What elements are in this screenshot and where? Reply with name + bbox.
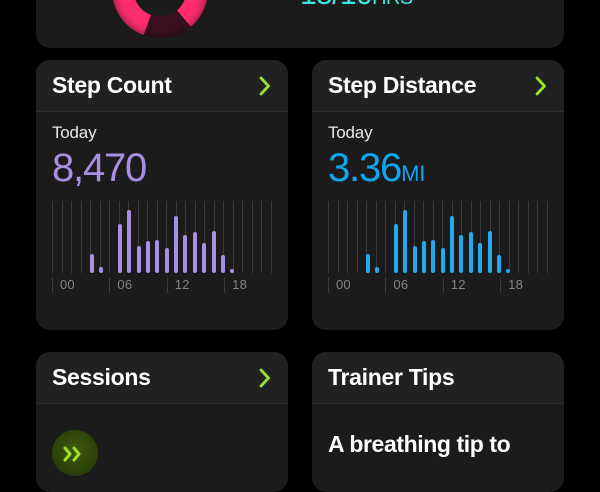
- card-step-distance-header[interactable]: Step Distance: [312, 60, 564, 112]
- axis-tick-separator: [500, 276, 502, 293]
- chart-bar: [117, 223, 122, 273]
- axis-tick-label: 12: [450, 277, 466, 293]
- axis-tick-separator: [166, 276, 168, 293]
- card-step-count-header[interactable]: Step Count: [36, 60, 288, 112]
- card-step-count-body: Today 8,470 00 06 12 18: [36, 112, 288, 295]
- card-trainer-tips[interactable]: Trainer Tips A breathing tip to: [312, 352, 564, 492]
- step-distance-bars: [328, 201, 548, 273]
- activity-readout-unit: HRS: [372, 0, 413, 9]
- step-distance-chart: [328, 200, 548, 273]
- axis-tick-separator: [385, 276, 387, 293]
- step-count-chart: [52, 200, 272, 273]
- chart-bar: [403, 210, 408, 273]
- chart-bar: [145, 241, 150, 273]
- step-distance-unit: MI: [401, 160, 426, 186]
- step-distance-period-label: Today: [328, 123, 373, 142]
- chart-bar: [136, 245, 141, 273]
- axis-tick: 18: [224, 275, 247, 295]
- axis-tick-label: 00: [60, 277, 75, 293]
- axis-tick-separator: [224, 276, 226, 293]
- chart-bar: [174, 215, 179, 273]
- chart-bar: [487, 230, 492, 273]
- axis-tick: 12: [166, 275, 190, 295]
- card-trainer-tips-header: Trainer Tips: [312, 352, 564, 404]
- step-distance-value: 3.36MI: [328, 145, 548, 191]
- activity-readout-value: 15/10: [300, 0, 373, 11]
- card-step-count-title: Step Count: [52, 72, 172, 98]
- step-distance-number: 3.36: [328, 145, 402, 190]
- axis-tick-label: 12: [174, 277, 190, 293]
- chart-bar: [211, 230, 216, 273]
- chart-bar: [230, 268, 235, 273]
- step-count-period-label: Today: [52, 123, 97, 142]
- chart-bar: [98, 267, 103, 273]
- chart-bar: [478, 242, 483, 273]
- card-step-distance-title: Step Distance: [328, 72, 477, 98]
- step-distance-axis: 00 06 12 18: [328, 275, 548, 295]
- chart-bar: [393, 223, 398, 273]
- card-activity-summary[interactable]: 15/10HRS: [36, 0, 564, 48]
- trainer-tip-text: A breathing tip to: [328, 431, 511, 457]
- axis-tick: 00: [328, 275, 351, 295]
- step-count-number: 8,470: [52, 145, 147, 190]
- axis-tick-label: 06: [117, 277, 133, 293]
- card-sessions-header[interactable]: Sessions: [36, 352, 288, 404]
- session-activity-icon: [52, 430, 98, 476]
- step-count-bars: [52, 201, 272, 273]
- chart-bar: [192, 231, 197, 273]
- activity-readout: 15/10HRS: [300, 0, 413, 12]
- chart-bar: [450, 215, 455, 273]
- axis-tick: 06: [109, 275, 132, 295]
- chart-bar: [421, 241, 426, 273]
- step-count-axis: 00 06 12 18: [52, 275, 272, 295]
- step-count-value: 8,470: [52, 145, 272, 191]
- chart-bar: [202, 242, 207, 273]
- axis-tick-label: 18: [508, 277, 524, 293]
- axis-tick-separator: [52, 276, 53, 293]
- chevron-right-icon[interactable]: [534, 75, 548, 97]
- card-step-distance-body: Today 3.36MI 00 06 12 18: [312, 112, 564, 295]
- card-step-count[interactable]: Step Count Today 8,470 00 06 12 18: [36, 60, 288, 330]
- axis-tick-separator: [442, 276, 444, 293]
- card-sessions-body: [36, 404, 288, 476]
- chart-bar: [468, 231, 473, 273]
- card-sessions-title: Sessions: [52, 364, 151, 390]
- chevron-right-icon[interactable]: [258, 367, 272, 389]
- chart-bar: [155, 240, 160, 273]
- activity-ring: [112, 0, 208, 38]
- axis-tick-label: 06: [393, 277, 409, 293]
- chart-bar: [183, 234, 188, 273]
- chart-bar: [374, 267, 379, 273]
- chart-bar: [497, 255, 502, 273]
- chart-bar: [440, 248, 445, 273]
- axis-tick: 18: [500, 275, 523, 295]
- chart-bar: [459, 234, 464, 273]
- chart-bar: [164, 248, 169, 273]
- chart-bar: [412, 245, 417, 273]
- fitness-dashboard-screen: 15/10HRS Step Count Today 8,470 00 06 12 18…: [36, 0, 564, 492]
- axis-tick-separator: [328, 276, 329, 293]
- card-step-distance[interactable]: Step Distance Today 3.36MI 00 06 12 18: [312, 60, 564, 330]
- card-sessions[interactable]: Sessions: [36, 352, 288, 492]
- list-item[interactable]: [52, 416, 272, 476]
- axis-tick: 12: [442, 275, 466, 295]
- chart-bar: [506, 268, 511, 273]
- chart-bar: [365, 253, 370, 273]
- chart-bar: [221, 255, 226, 273]
- axis-tick: 00: [52, 275, 75, 295]
- chart-bar: [127, 210, 132, 273]
- axis-tick-label: 18: [232, 277, 248, 293]
- axis-tick-label: 00: [336, 277, 351, 293]
- chevron-right-icon[interactable]: [258, 75, 272, 97]
- card-trainer-tips-title: Trainer Tips: [328, 364, 455, 390]
- chart-bar: [431, 240, 436, 273]
- axis-tick-separator: [109, 276, 111, 293]
- chart-bar: [89, 253, 94, 273]
- axis-tick: 06: [385, 275, 408, 295]
